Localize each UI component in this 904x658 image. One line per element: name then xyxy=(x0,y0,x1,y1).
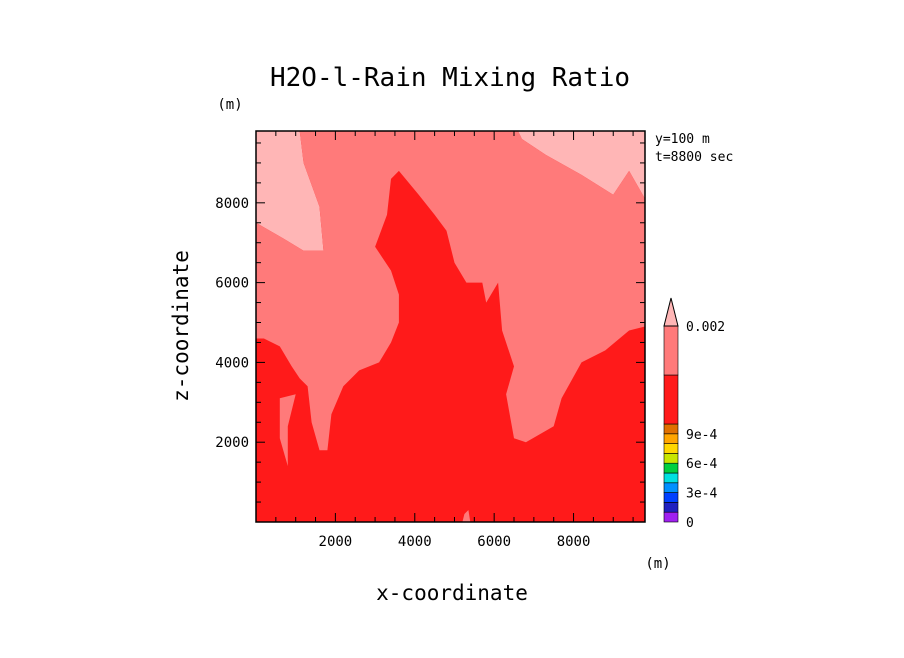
x-tick-label: 4000 xyxy=(398,534,432,550)
colorbar-segment xyxy=(663,433,679,444)
x-unit-label: (m) xyxy=(645,556,670,572)
y-tick-label: 4000 xyxy=(215,355,249,371)
colorbar-segment xyxy=(663,482,679,493)
upper-left-light-region xyxy=(256,131,324,251)
colorbar-segment xyxy=(663,511,679,523)
colorbar-segment xyxy=(663,453,679,464)
plot-frame xyxy=(255,130,646,523)
chart-title: H2O-l-Rain Mixing Ratio xyxy=(270,63,630,93)
center-bottom-pink-notch xyxy=(462,510,471,522)
y-tick-label: 8000 xyxy=(215,196,249,212)
x-axis-title: x-coordinate xyxy=(376,581,528,605)
colorbar-segment xyxy=(663,472,679,484)
y-axis-title: z-coordinate xyxy=(169,250,193,402)
x-tick-label: 8000 xyxy=(557,534,591,550)
colorbar-segment xyxy=(663,443,679,454)
colorbar-label: 0.002 xyxy=(686,320,725,335)
x-tick-label: 2000 xyxy=(319,534,353,550)
y-slice-annotation: y=100 m xyxy=(655,132,710,147)
y-tick-label: 6000 xyxy=(215,276,249,292)
colorbar-overflow-arrow xyxy=(663,297,679,327)
time-annotation: t=8800 sec xyxy=(655,150,733,165)
colorbar-label: 0 xyxy=(686,516,694,531)
colorbar-label: 9e-4 xyxy=(686,428,717,443)
colorbar-label: 6e-4 xyxy=(686,457,717,472)
colorbar-segment xyxy=(663,462,679,474)
left-lower-pink-patch xyxy=(279,394,296,467)
colorbar-segment xyxy=(663,374,679,425)
y-tick-label: 2000 xyxy=(215,435,249,451)
plot-area: 2000 4000 6000 8000 2000 4000 6000 8000 xyxy=(215,130,646,550)
colorbar: 0 3e-4 6e-4 9e-4 0.002 xyxy=(663,297,725,531)
colorbar-segment xyxy=(663,502,679,513)
upper-band-region xyxy=(256,131,645,451)
y-unit-label: (m) xyxy=(217,97,242,113)
upper-right-light-region xyxy=(518,131,645,199)
colorbar-segment xyxy=(663,325,679,376)
colorbar-segment xyxy=(663,492,679,503)
x-tick-label: 6000 xyxy=(477,534,511,550)
colorbar-segment xyxy=(663,423,679,435)
colorbar-label: 3e-4 xyxy=(686,487,717,502)
